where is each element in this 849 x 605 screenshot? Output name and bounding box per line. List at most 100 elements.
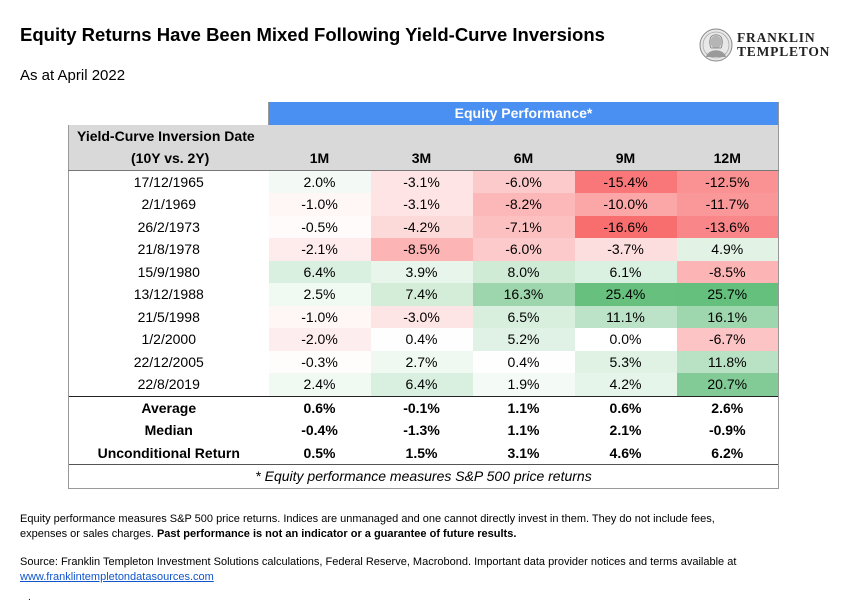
return-cell-1m: 2.4% xyxy=(268,373,371,396)
inversion-date-cell: 26/2/1973 xyxy=(68,215,269,238)
chart-title: Equity Returns Have Been Mixed Following… xyxy=(20,24,605,45)
chart-subtitle: As at April 2022 xyxy=(20,67,126,84)
summary-cell-6m: 3.1% xyxy=(507,444,540,461)
franklin-templeton-logo: FRANKLIN TEMPLETON xyxy=(699,28,830,62)
column-header-6m: 6M xyxy=(472,147,575,171)
notes-block: Equity performance measures S&P 500 pric… xyxy=(20,512,820,584)
inversion-date-cell: 21/5/1998 xyxy=(68,305,269,328)
return-cell-9m: -3.7% xyxy=(574,238,677,261)
inversion-date-cell: 21/8/1978 xyxy=(68,238,269,261)
return-cell-3m: -4.2% xyxy=(370,215,473,238)
return-cell-12m: -6.7% xyxy=(676,328,779,351)
table-row: 22/8/2019 2.4% 6.4% 1.9% 4.2% 20.7% xyxy=(68,373,779,396)
return-cell-9m: 0.0% xyxy=(574,328,677,351)
return-cell-3m: 3.9% xyxy=(370,260,473,283)
column-header-1m: 1M xyxy=(268,147,371,171)
table-row: 21/5/1998 -1.0% -3.0% 6.5% 11.1% 16.1% xyxy=(68,305,779,328)
return-cell-3m: -3.0% xyxy=(370,305,473,328)
return-cell-6m: 8.0% xyxy=(472,260,575,283)
table-row: 17/12/1965 2.0% -3.1% -6.0% -15.4% -12.5% xyxy=(68,170,779,193)
return-cell-9m: 11.1% xyxy=(574,305,677,328)
summary-cell-12m: 6.2% xyxy=(676,441,779,465)
row-header-title: Yield-Curve Inversion Date xyxy=(68,124,779,147)
summary-cell-3m: -1.3% xyxy=(403,422,440,439)
return-cell-9m: 6.1% xyxy=(574,260,677,283)
column-header-12m: 12M xyxy=(676,147,779,171)
inversion-date-cell: 1/2/2000 xyxy=(68,328,269,351)
return-cell-6m: -6.0% xyxy=(472,238,575,261)
return-cell-3m: -8.5% xyxy=(370,238,473,261)
return-cell-9m: -15.4% xyxy=(574,170,677,193)
table-row: 21/8/1978 -2.1% -8.5% -6.0% -3.7% 4.9% xyxy=(68,238,779,261)
return-cell-3m: 7.4% xyxy=(370,283,473,306)
return-cell-1m: -1.0% xyxy=(268,305,371,328)
return-cell-12m: 4.9% xyxy=(676,238,779,261)
return-cell-3m: 6.4% xyxy=(370,373,473,396)
return-cell-1m: 6.4% xyxy=(268,260,371,283)
column-header-3m: 3M xyxy=(370,147,473,171)
return-cell-1m: -1.0% xyxy=(268,193,371,216)
summary-cell-1m: 0.6% xyxy=(268,395,371,419)
return-cell-1m: -0.3% xyxy=(268,350,371,373)
equity-performance-band: Equity Performance* xyxy=(268,102,779,125)
summary-cell-1m: -0.4% xyxy=(301,422,338,439)
return-cell-1m: 2.0% xyxy=(268,170,371,193)
inversion-date-cell: 13/12/1988 xyxy=(68,283,269,306)
summary-cell-9m: 0.6% xyxy=(574,395,677,419)
return-cell-1m: 2.5% xyxy=(268,283,371,306)
logo-line-1: FRANKLIN xyxy=(737,30,816,45)
return-cell-9m: 25.4% xyxy=(574,283,677,306)
return-cell-6m: 1.9% xyxy=(472,373,575,396)
trailing-dot: . xyxy=(28,592,31,603)
return-cell-9m: -16.6% xyxy=(574,215,677,238)
summary-cell-9m: 4.6% xyxy=(609,444,642,461)
return-cell-6m: 0.4% xyxy=(472,350,575,373)
summary-label: Unconditional Return xyxy=(68,441,269,465)
column-header-9m: 9M xyxy=(574,147,677,171)
summary-cell-12m: 2.6% xyxy=(676,395,779,419)
table-row: 15/9/1980 6.4% 3.9% 8.0% 6.1% -8.5% xyxy=(68,260,779,283)
table-row: 26/2/1973 -0.5% -4.2% -7.1% -16.6% -13.6% xyxy=(68,215,779,238)
source-line: Source: Franklin Templeton Investment So… xyxy=(20,556,737,568)
return-cell-9m: 5.3% xyxy=(574,350,677,373)
return-cell-12m: 25.7% xyxy=(676,283,779,306)
inversion-date-cell: 17/12/1965 xyxy=(68,170,269,193)
logo-line-2: TEMPLETON xyxy=(737,44,831,59)
summary-row: Average 0.6% -0.1% 1.1% 0.6% 2.6% xyxy=(68,395,779,419)
inversion-date-cell: 22/8/2019 xyxy=(68,373,269,396)
return-cell-3m: -3.1% xyxy=(370,193,473,216)
return-cell-1m: -2.1% xyxy=(268,238,371,261)
return-cell-3m: -3.1% xyxy=(370,170,473,193)
table-row: 1/2/2000 -2.0% 0.4% 5.2% 0.0% -6.7% xyxy=(68,328,779,351)
return-cell-3m: 2.7% xyxy=(370,350,473,373)
summary-cell-6m: 1.1% xyxy=(507,422,540,439)
return-cell-6m: -8.2% xyxy=(472,193,575,216)
summary-row: Median -0.4% -1.3% 1.1% 2.1% -0.9% xyxy=(68,419,779,442)
inversion-date-cell: 2/1/1969 xyxy=(68,193,269,216)
inversion-date-cell: 22/12/2005 xyxy=(68,350,269,373)
return-cell-6m: 16.3% xyxy=(472,283,575,306)
return-cell-12m: -13.6% xyxy=(676,215,779,238)
return-cell-1m: -2.0% xyxy=(268,328,371,351)
return-cell-12m: 20.7% xyxy=(676,373,779,396)
summary-cell-12m: -0.9% xyxy=(676,419,779,442)
return-cell-12m: 16.1% xyxy=(676,305,779,328)
return-cell-12m: -12.5% xyxy=(676,170,779,193)
inversion-date-cell: 15/9/1980 xyxy=(68,260,269,283)
return-cell-12m: -8.5% xyxy=(676,260,779,283)
data-sources-link[interactable]: www.franklintempletondatasources.com xyxy=(20,570,214,583)
summary-cell-1m: 0.5% xyxy=(303,444,336,461)
return-cell-1m: -0.5% xyxy=(268,215,371,238)
return-cell-6m: -7.1% xyxy=(472,215,575,238)
summary-cell-6m: 1.1% xyxy=(472,395,575,419)
return-cell-6m: 6.5% xyxy=(472,305,575,328)
disclaimer-plain: expenses or sales charges. xyxy=(20,527,157,540)
table-row: 13/12/1988 2.5% 7.4% 16.3% 25.4% 25.7% xyxy=(68,283,779,306)
disclaimer-bold: Past performance is not an indicator or … xyxy=(156,527,517,540)
return-cell-9m: 4.2% xyxy=(574,373,677,396)
disclaimer-line-1: Equity performance measures S&P 500 pric… xyxy=(20,513,715,525)
summary-cell-9m: 2.1% xyxy=(609,422,642,439)
summary-cell-3m: 1.5% xyxy=(405,444,438,461)
return-cell-6m: -6.0% xyxy=(472,170,575,193)
table-row: 2/1/1969 -1.0% -3.1% -8.2% -10.0% -11.7% xyxy=(68,193,779,216)
